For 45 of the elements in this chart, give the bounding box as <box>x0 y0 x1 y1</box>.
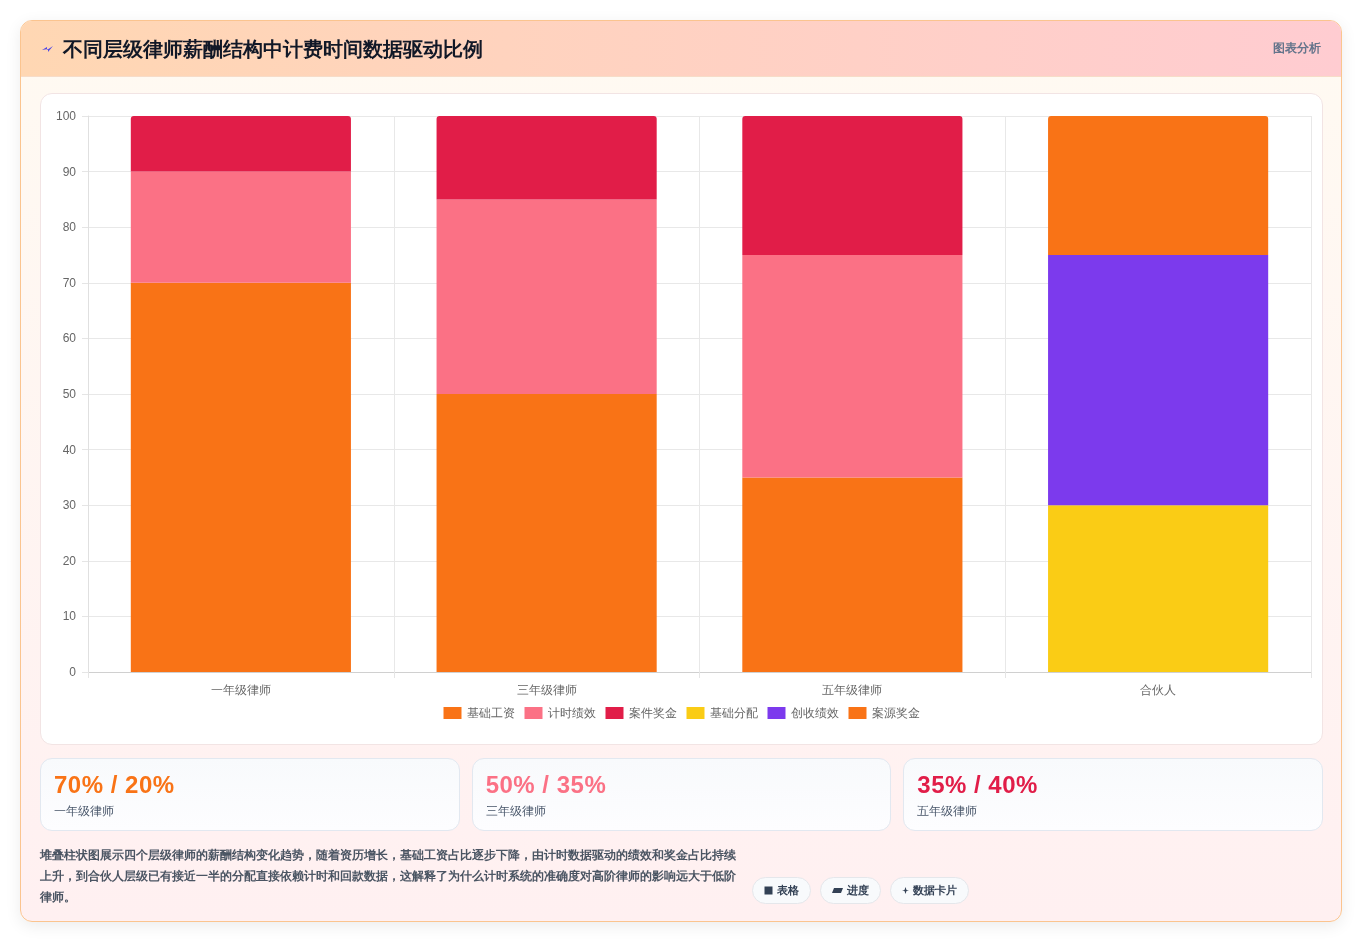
tag-chip: 表格 <box>752 877 811 904</box>
tag-chip: 数据卡片 <box>890 877 969 904</box>
y-tick-label: 60 <box>62 331 77 346</box>
legend-label: 基础分配 <box>709 706 758 720</box>
bar <box>436 199 657 394</box>
text: 35% / 40% <box>917 771 1039 799</box>
bar <box>130 116 351 172</box>
text: 50% / 35% <box>485 771 608 799</box>
legend-label: 基础工资 <box>466 706 515 720</box>
y-tick-label: 70 <box>62 275 77 290</box>
legend-label: 计时绩效 <box>547 706 596 720</box>
legend-label: 案件奖金 <box>628 706 677 720</box>
bar <box>1048 505 1269 672</box>
chart-subtitle: 图表分析 <box>1273 40 1321 56</box>
x-tick-label: 五年级律师 <box>822 683 883 697</box>
y-tick-label: 80 <box>62 220 77 235</box>
y-tick-label: 90 <box>62 164 77 179</box>
bar <box>436 116 657 200</box>
y-tick-label: 50 <box>62 387 77 401</box>
legend-label: 创收绩效 <box>790 706 839 720</box>
bar <box>1048 255 1269 506</box>
bar <box>130 171 351 283</box>
x-tick-label: 三年级律师 <box>516 683 577 697</box>
bar <box>1048 116 1269 255</box>
text: 70% / 20% <box>54 771 176 799</box>
bar <box>742 255 963 478</box>
bar <box>130 282 351 672</box>
text: 三年级律师 <box>485 803 547 819</box>
tag-chip: 进度 <box>820 877 881 904</box>
y-tick-label: 40 <box>62 442 77 457</box>
y-tick-label: 0 <box>69 665 77 679</box>
chart-title: 不同层级律师薪酬结构中计费时间数据驱动比例 <box>63 37 483 62</box>
text: 一年级律师 <box>54 803 115 819</box>
bar <box>742 116 963 255</box>
y-tick-label: 30 <box>62 498 77 513</box>
legend-label: 案源奖金 <box>871 706 920 720</box>
text: 五年级律师 <box>917 803 979 819</box>
text: 堆叠柱状图展示四个层级律师的薪酬结构变化趋势，随着资历增长，基础工资占比逐步下降，由计时数据驱动的绩效和奖金占比持续上升，到合伙人层级已有接近一半的分配直接依赖计时和回款数据，这解释了为什么计时系统的准确度对高阶律师的影响远大于低阶律师。 <box>40 847 737 906</box>
bar <box>742 477 963 672</box>
y-tick-label: 100 <box>55 109 77 123</box>
x-tick-label: 一年级律师 <box>210 683 271 697</box>
x-tick-label: 合伙人 <box>1140 683 1177 697</box>
y-tick-label: 10 <box>62 609 77 624</box>
y-tick-label: 20 <box>62 553 77 568</box>
bar <box>436 394 657 672</box>
